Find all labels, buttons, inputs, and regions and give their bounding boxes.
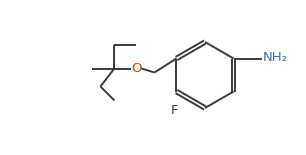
Text: O: O [131, 62, 142, 75]
Text: F: F [171, 104, 178, 117]
Text: NH₂: NH₂ [263, 51, 288, 64]
